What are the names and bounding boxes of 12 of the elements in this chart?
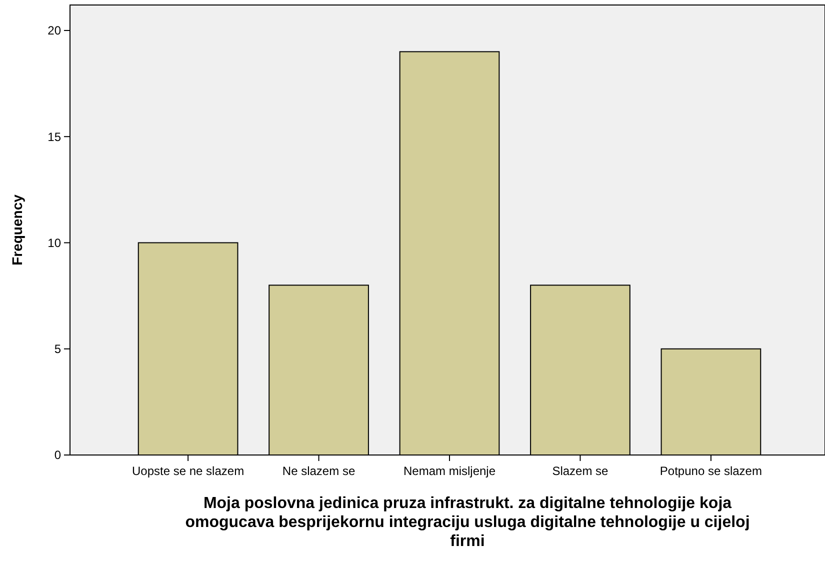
y-tick-label: 15 bbox=[48, 130, 62, 144]
x-tick-label: Uopste se ne slazem bbox=[132, 464, 244, 478]
y-tick-label: 0 bbox=[54, 448, 62, 462]
x-axis-title: Moja poslovna jedinica pruza infrastrukt. za digitalne tehnologije koja omogucava besprijekornu integraciju usluga digitalne tehnologije u cijeloj firmi bbox=[185, 495, 750, 550]
y-tick-label: 20 bbox=[48, 24, 62, 38]
x-tick-label: Ne slazem se bbox=[282, 464, 356, 478]
y-axis-title: Frequency bbox=[9, 194, 25, 266]
x-tick-label: Potpuno se slazem bbox=[660, 464, 762, 478]
x-tick-label: Nemam misljenje bbox=[403, 464, 496, 478]
y-tick-label: 5 bbox=[54, 342, 62, 356]
y-tick-label: 10 bbox=[48, 236, 62, 250]
x-tick-label: Slazem se bbox=[552, 464, 609, 478]
